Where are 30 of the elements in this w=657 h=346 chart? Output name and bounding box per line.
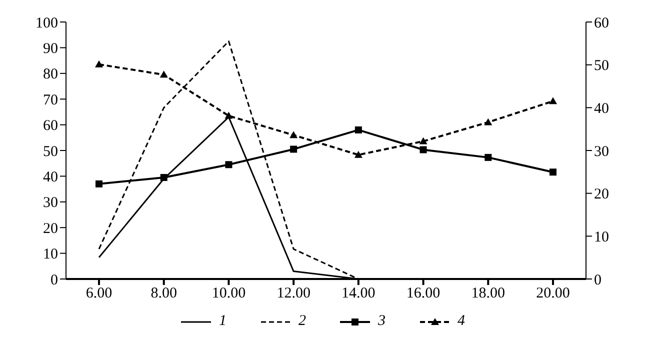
y-tick-label: 60	[43, 118, 58, 134]
legend-label: 3	[378, 313, 386, 330]
x-tick-label: 12.00	[276, 286, 310, 302]
x-tick-label: 8.00	[150, 286, 177, 302]
y-tick-label: 40	[43, 170, 58, 186]
legend-label: 4	[458, 313, 465, 330]
legend-label: 2	[298, 313, 306, 330]
y-tick-label: 90	[43, 41, 58, 58]
y2-tick-label: 20	[594, 186, 609, 203]
y-tick-label: 0	[50, 272, 58, 288]
y-tick-label: 10	[43, 246, 58, 263]
y-tick-label: 30	[43, 195, 58, 212]
y-tick-label: 70	[43, 92, 58, 108]
y-tick-label: 100	[36, 15, 58, 32]
x-tick-label: 20.00	[536, 286, 570, 302]
y2-tick-label: 0	[594, 272, 602, 288]
x-tick-label: 14.00	[342, 286, 376, 302]
x-tick-label: 18.00	[471, 286, 506, 302]
y2-tick-label: 60	[594, 15, 609, 32]
x-tick-label: 16.00	[406, 286, 440, 302]
y-tick-label: 50	[43, 144, 58, 160]
y2-tick-label: 40	[594, 100, 609, 117]
y2-tick-label: 30	[594, 144, 609, 160]
x-tick-label: 10.00	[212, 286, 246, 302]
legend-label: 1	[219, 313, 226, 330]
y2-tick-label: 50	[594, 58, 609, 74]
y2-tick-label: 10	[594, 229, 609, 246]
x-tick-label: 6.00	[86, 286, 112, 302]
y-tick-label: 80	[43, 66, 58, 83]
y-tick-label: 20	[43, 220, 58, 237]
